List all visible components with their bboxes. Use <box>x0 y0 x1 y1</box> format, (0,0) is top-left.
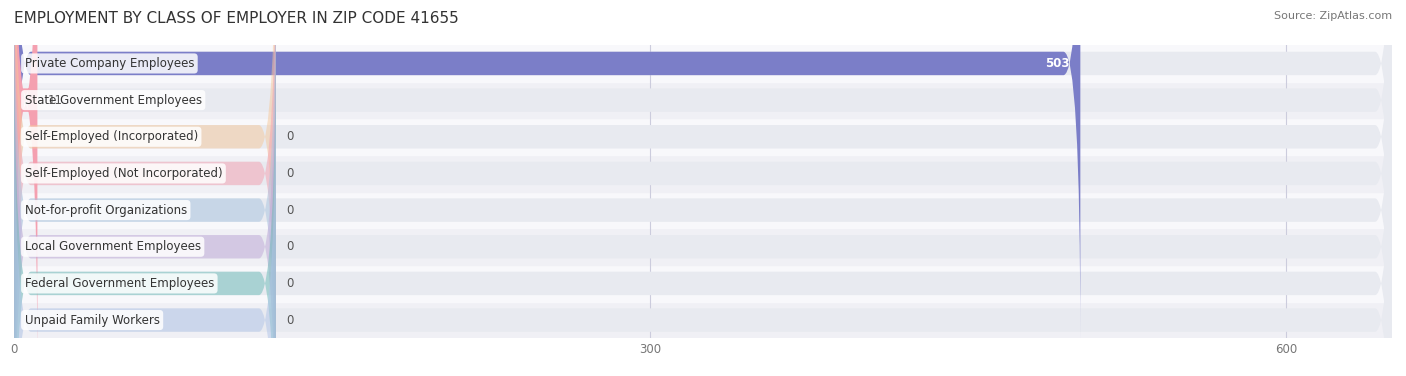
Text: Self-Employed (Not Incorporated): Self-Employed (Not Incorporated) <box>25 167 222 180</box>
FancyBboxPatch shape <box>14 0 1392 345</box>
Text: State Government Employees: State Government Employees <box>25 94 202 107</box>
Text: Local Government Employees: Local Government Employees <box>25 240 201 253</box>
Text: 0: 0 <box>287 277 294 290</box>
Text: Not-for-profit Organizations: Not-for-profit Organizations <box>25 203 187 217</box>
Text: 0: 0 <box>287 314 294 327</box>
FancyBboxPatch shape <box>14 2 1392 376</box>
Text: 0: 0 <box>287 167 294 180</box>
FancyBboxPatch shape <box>14 0 1392 376</box>
Bar <box>14 265 1392 302</box>
Bar <box>14 155 1392 192</box>
Bar <box>14 118 1392 155</box>
FancyBboxPatch shape <box>14 0 276 376</box>
Text: 0: 0 <box>287 203 294 217</box>
FancyBboxPatch shape <box>14 0 276 376</box>
FancyBboxPatch shape <box>14 2 276 376</box>
Text: 0: 0 <box>287 240 294 253</box>
FancyBboxPatch shape <box>14 38 1392 376</box>
Text: 11: 11 <box>48 94 63 107</box>
FancyBboxPatch shape <box>14 0 276 376</box>
Text: EMPLOYMENT BY CLASS OF EMPLOYER IN ZIP CODE 41655: EMPLOYMENT BY CLASS OF EMPLOYER IN ZIP C… <box>14 11 458 26</box>
Bar <box>14 192 1392 229</box>
Text: Private Company Employees: Private Company Employees <box>25 57 194 70</box>
Bar <box>14 229 1392 265</box>
Bar <box>14 302 1392 338</box>
FancyBboxPatch shape <box>14 0 1392 376</box>
Text: Unpaid Family Workers: Unpaid Family Workers <box>25 314 160 327</box>
Bar <box>14 82 1392 118</box>
FancyBboxPatch shape <box>14 0 38 376</box>
Text: Source: ZipAtlas.com: Source: ZipAtlas.com <box>1274 11 1392 21</box>
FancyBboxPatch shape <box>14 0 1392 376</box>
Text: 503: 503 <box>1045 57 1070 70</box>
FancyBboxPatch shape <box>14 0 1080 345</box>
FancyBboxPatch shape <box>14 0 276 376</box>
Bar <box>14 45 1392 82</box>
FancyBboxPatch shape <box>14 38 276 376</box>
Text: 0: 0 <box>287 130 294 143</box>
FancyBboxPatch shape <box>14 0 1392 376</box>
Text: Self-Employed (Incorporated): Self-Employed (Incorporated) <box>25 130 198 143</box>
FancyBboxPatch shape <box>14 0 1392 376</box>
Text: Federal Government Employees: Federal Government Employees <box>25 277 214 290</box>
